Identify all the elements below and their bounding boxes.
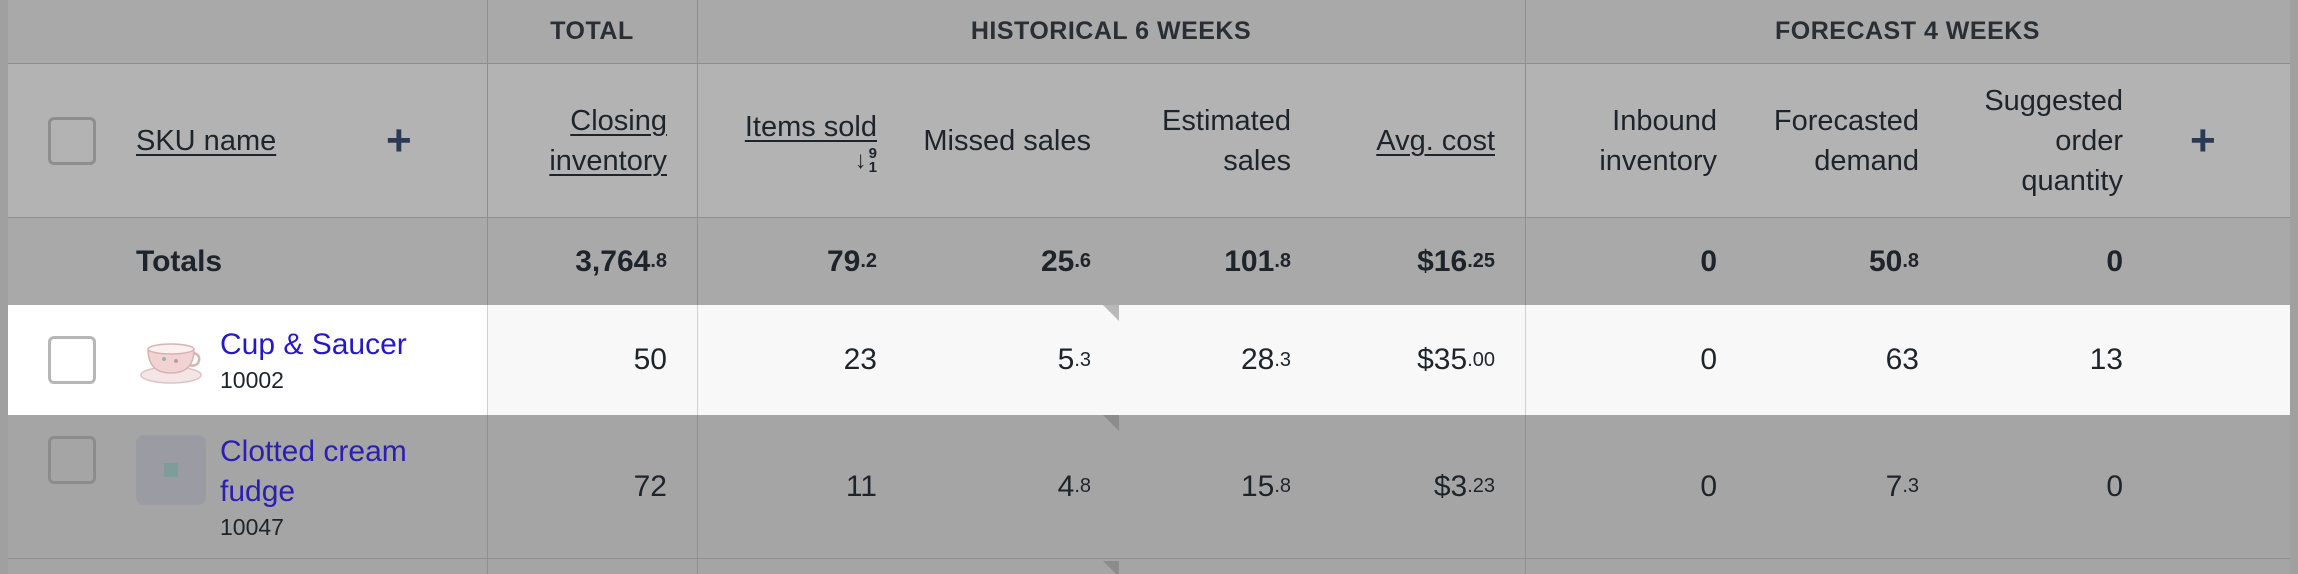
- teacup-image: [136, 325, 206, 395]
- sku-id: 10047: [220, 513, 284, 540]
- add-column-button-right[interactable]: +: [2190, 64, 2240, 217]
- plus-icon[interactable]: +: [386, 115, 412, 165]
- closing-inventory-cell: 72: [633, 469, 667, 503]
- table-row[interactable]: Cup & Saucer 10002 50 23 5.3 28.3 $35.00…: [8, 305, 2290, 415]
- select-all-checkbox-cell: [48, 64, 96, 217]
- row-checkbox[interactable]: [48, 336, 96, 384]
- totals-label: Totals: [136, 244, 223, 278]
- cell-note-marker[interactable]: [1103, 415, 1119, 431]
- closing-inventory-header[interactable]: Closing inventory: [549, 104, 667, 177]
- totals-missed-sales: 25.6: [1040, 244, 1091, 278]
- items-sold-header[interactable]: Items sold ↓ 9 1: [744, 110, 877, 176]
- add-column-button-left[interactable]: +: [386, 64, 436, 217]
- avg-cost-cell: $35.00: [1417, 343, 1495, 376]
- items-sold-cell: 11: [845, 469, 877, 503]
- plus-icon[interactable]: +: [2190, 115, 2216, 165]
- inbound-inventory-header: Inbound inventory: [1599, 104, 1717, 177]
- suggested-order-cell: 13: [2089, 343, 2123, 376]
- estimated-sales-cell: 28.3: [1240, 343, 1291, 376]
- group-forecast: FORECAST 4 WEEKS: [1775, 17, 2040, 45]
- totals-avg-cost: $16.25: [1417, 244, 1495, 278]
- estimated-sales-cell: 15.8: [1240, 469, 1291, 503]
- column-header-row: SKU name + Closing inventory Items sold …: [8, 64, 2290, 218]
- sku-name-header[interactable]: SKU name: [136, 124, 277, 157]
- inventory-table: TOTAL HISTORICAL 6 WEEKS FORECAST 4 WEEK…: [8, 0, 2290, 574]
- group-historical: HISTORICAL 6 WEEKS: [970, 17, 1252, 45]
- avg-cost-cell: $3.23: [1433, 469, 1495, 503]
- suggested-order-quantity-header: Suggested order quantity: [1984, 84, 2123, 197]
- group-header-row: TOTAL HISTORICAL 6 WEEKS FORECAST 4 WEEK…: [8, 0, 2290, 64]
- totals-estimated-sales: 101.8: [1224, 244, 1291, 278]
- closing-inventory-cell: 50: [633, 343, 667, 376]
- table-row[interactable]: Clotted cream fudge 10047 72 11 4.8 15.8…: [8, 415, 2290, 559]
- select-all-checkbox[interactable]: [48, 116, 96, 165]
- totals-suggested-order: 0: [2106, 244, 2123, 278]
- table-row[interactable]: [8, 559, 2290, 574]
- inbound-inventory-cell: 0: [1700, 343, 1717, 376]
- totals-closing-inventory: 3,764.8: [575, 244, 667, 278]
- avg-cost-header[interactable]: Avg. cost: [1376, 124, 1495, 157]
- sku-name-link[interactable]: Clotted cream: [220, 434, 407, 468]
- totals-items-sold: 79.2: [826, 244, 877, 278]
- sku-cell: Clotted cream fudge 10047: [220, 415, 480, 558]
- missed-sales-cell: 4.8: [1057, 469, 1091, 503]
- cell-note-marker[interactable]: [1103, 305, 1119, 321]
- totals-forecasted-demand: 50.8: [1868, 244, 1919, 278]
- inbound-inventory-cell: 0: [1700, 469, 1717, 503]
- forecasted-demand-header: Forecasted demand: [1773, 104, 1919, 177]
- sku-name-link[interactable]: Cup & Saucer: [220, 328, 407, 361]
- missed-sales-header: Missed sales: [923, 124, 1091, 157]
- sort-descending-icon[interactable]: ↓ 9 1: [854, 144, 877, 176]
- cell-note-marker[interactable]: [1103, 561, 1119, 574]
- sku-cell: Cup & Saucer 10002: [220, 305, 480, 415]
- missed-sales-cell: 5.3: [1057, 343, 1091, 376]
- image-placeholder-icon: [136, 435, 206, 505]
- suggested-order-cell: 0: [2106, 469, 2123, 503]
- items-sold-cell: 23: [843, 343, 877, 376]
- sku-id: 10002: [220, 367, 284, 393]
- row-checkbox[interactable]: [48, 436, 96, 484]
- totals-row: Totals 3,764.8 79.2 25.6 101.8 $16.25 0 …: [8, 218, 2290, 305]
- totals-inbound-inventory: 0: [1700, 244, 1717, 278]
- estimated-sales-header: Estimated sales: [1162, 104, 1291, 177]
- group-total: TOTAL: [550, 17, 634, 45]
- forecasted-demand-cell: 7.3: [1885, 469, 1919, 503]
- sku-name-link[interactable]: fudge: [220, 474, 296, 508]
- forecasted-demand-cell: 63: [1885, 343, 1919, 376]
